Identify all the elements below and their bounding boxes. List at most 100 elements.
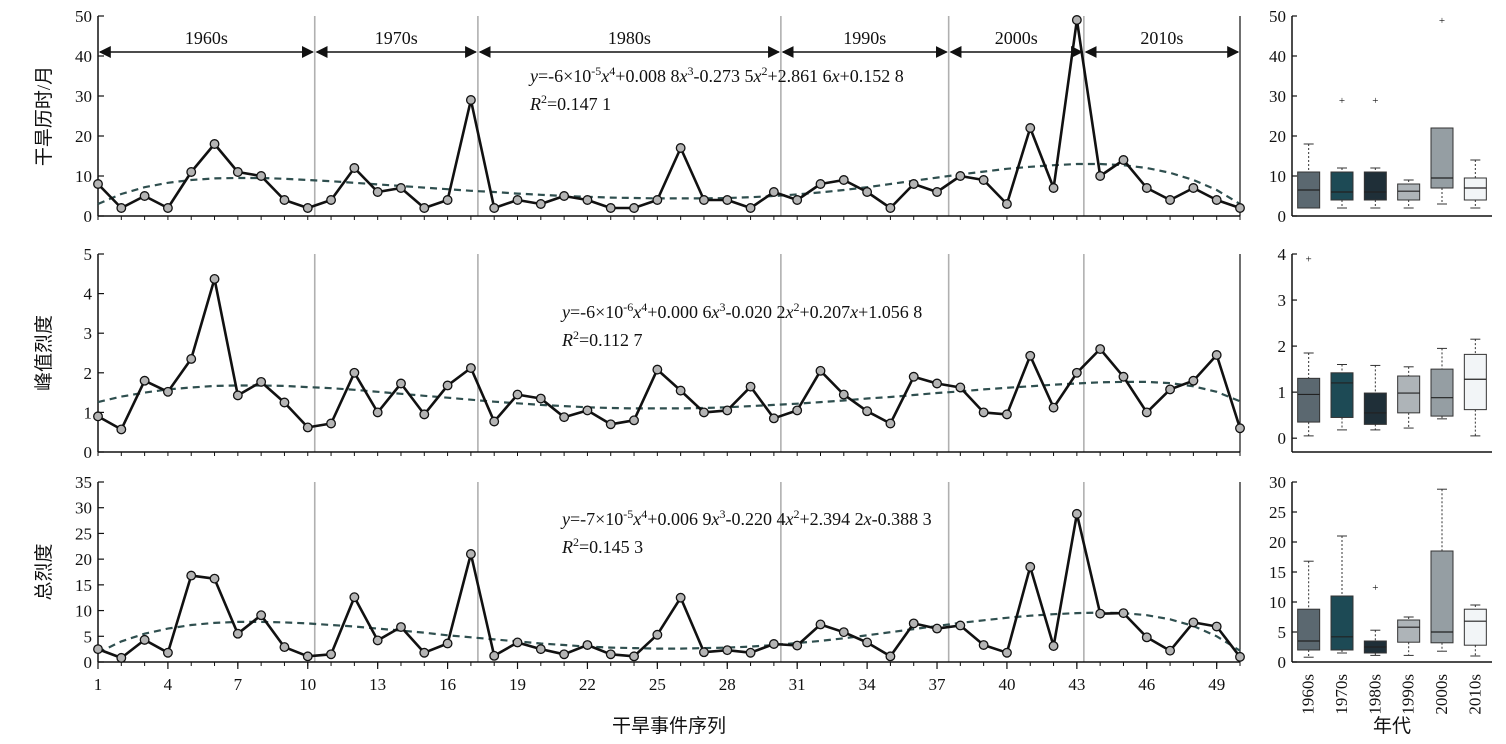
- data-point: [815, 179, 826, 189]
- box-y-tick-label: 20: [1269, 533, 1286, 552]
- data-point: [1001, 409, 1012, 420]
- box-y-tick-label: 15: [1269, 563, 1286, 582]
- x-tick-label: 49: [1208, 675, 1225, 694]
- data-point: [792, 640, 803, 651]
- box-category-label: 2010s: [1465, 674, 1484, 715]
- data-point: [1165, 195, 1176, 205]
- box-iqr: [1363, 171, 1387, 201]
- y-axis-label: 峰值烈度: [33, 315, 55, 391]
- data-point: [465, 95, 476, 105]
- data-point: [745, 203, 756, 213]
- data-point: [419, 203, 430, 213]
- box-iqr: [1463, 608, 1487, 646]
- data-point: [139, 191, 150, 201]
- x-tick-label: 43: [1068, 675, 1085, 694]
- box-y-tick-label: 0: [1278, 653, 1287, 672]
- data-point: [1095, 608, 1106, 619]
- x-tick-label: 25: [649, 675, 666, 694]
- data-point: [232, 390, 243, 401]
- x-tick-label: 19: [509, 675, 526, 694]
- box-outlier: +: [1372, 582, 1378, 594]
- decade-label: 1970s: [375, 28, 418, 48]
- data-point: [1025, 350, 1036, 361]
- data-point: [326, 195, 337, 205]
- data-point: [745, 381, 756, 392]
- data-point: [862, 406, 873, 417]
- data-point: [1118, 155, 1129, 165]
- box-iqr: [1297, 608, 1321, 651]
- data-point: [512, 195, 523, 205]
- box-y-tick-label: 30: [1269, 87, 1286, 106]
- data-point: [629, 415, 639, 426]
- data-point: [349, 367, 360, 378]
- y-tick-label: 0: [84, 443, 93, 462]
- data-point: [1235, 203, 1245, 213]
- data-point: [489, 650, 500, 661]
- data-point: [792, 195, 803, 205]
- data-point: [1141, 407, 1152, 418]
- data-point: [162, 647, 173, 658]
- data-point: [489, 416, 500, 427]
- y-tick-label: 40: [75, 47, 92, 66]
- box-y-tick-label: 50: [1269, 7, 1286, 26]
- box-outlier: +: [1339, 95, 1345, 107]
- data-point: [1025, 561, 1036, 572]
- data-point: [162, 386, 173, 397]
- data-point: [908, 618, 919, 629]
- data-point: [186, 167, 197, 177]
- x-tick-label: 10: [299, 675, 316, 694]
- y-tick-label: 10: [75, 602, 92, 621]
- data-point: [326, 418, 337, 429]
- box-iqr: [1430, 127, 1454, 189]
- box-x-axis-label: 年代: [1373, 715, 1411, 737]
- data-point: [232, 628, 243, 639]
- y-tick-label: 10: [75, 167, 92, 186]
- y-tick-label: 30: [75, 499, 92, 518]
- y-tick-label: 3: [84, 324, 93, 343]
- y-tick-label: 25: [75, 524, 92, 543]
- data-point: [559, 191, 570, 201]
- data-point: [1001, 199, 1012, 209]
- data-point: [605, 649, 616, 660]
- data-point: [1118, 608, 1129, 619]
- data-point: [139, 634, 150, 645]
- data-point: [93, 644, 103, 655]
- box-y-tick-label: 1: [1278, 383, 1287, 402]
- data-point: [652, 629, 663, 640]
- data-point: [232, 167, 243, 177]
- box-outlier: +: [1439, 15, 1445, 27]
- r-squared: R2=0.147 1: [529, 92, 611, 114]
- box-category-label: 1990s: [1399, 674, 1418, 715]
- data-point: [465, 549, 476, 559]
- data-point: [535, 393, 546, 404]
- x-tick-label: 7: [234, 675, 243, 694]
- x-tick-label: 28: [719, 675, 736, 694]
- data-point: [838, 627, 849, 638]
- data-point: [1211, 621, 1222, 632]
- data-point: [442, 380, 453, 391]
- data-point: [1095, 171, 1106, 181]
- data-point: [675, 143, 686, 153]
- data-point: [838, 175, 849, 185]
- data-point: [1211, 350, 1222, 360]
- y-tick-label: 5: [84, 245, 93, 264]
- box-category-label: 1970s: [1332, 674, 1351, 715]
- data-point: [256, 376, 267, 387]
- y-tick-label: 20: [75, 550, 92, 569]
- data-point: [139, 375, 150, 386]
- data-point: [699, 647, 709, 658]
- data-point: [116, 424, 127, 435]
- data-point: [1188, 375, 1199, 386]
- box-y-tick-label: 10: [1269, 593, 1286, 612]
- decade-label: 1960s: [185, 28, 228, 48]
- data-point: [302, 651, 313, 662]
- data-point: [1001, 647, 1012, 658]
- decade-label: 2000s: [995, 28, 1038, 48]
- y-tick-label: 35: [75, 473, 92, 492]
- data-point: [442, 638, 453, 649]
- data-point: [722, 195, 733, 205]
- fit-equation: y=-6×10-6x4+0.000 6x3-0.020 2x2+0.207x+1…: [560, 300, 922, 322]
- box-y-tick-label: 4: [1278, 245, 1287, 264]
- data-point: [885, 651, 896, 662]
